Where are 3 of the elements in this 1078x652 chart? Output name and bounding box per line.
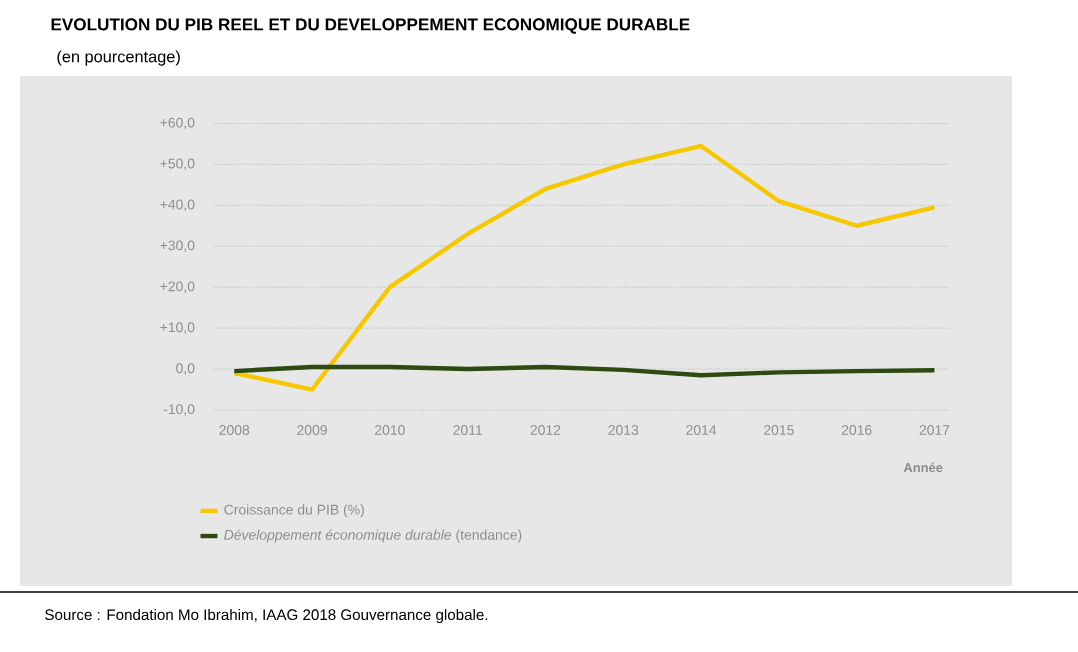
line-series — [232, 143, 937, 392]
chart-title: EVOLUTION DU PIB REEL ET DU DEVELOPPEMENT ECONOMIQUE DURABLE — [51, 18, 690, 34]
chart-subtitle: (en pourcentage) — [57, 50, 180, 66]
